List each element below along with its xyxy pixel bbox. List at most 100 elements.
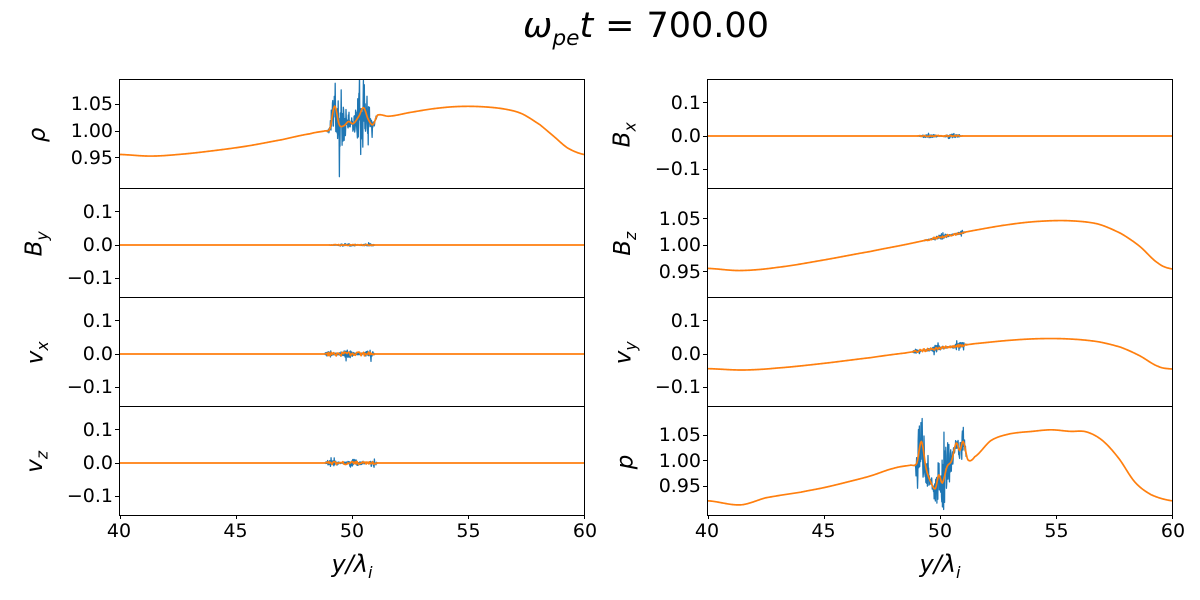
y-tick-label: 0.1: [82, 200, 113, 223]
y-axis-label-p: p: [611, 454, 638, 469]
y-tick-mark: [703, 353, 707, 355]
y-tick-mark: [115, 353, 119, 355]
x-tick-mark: [235, 515, 237, 519]
y-tick-mark: [115, 429, 119, 431]
omega-symbol: ω: [523, 6, 553, 46]
y-tick-label: 0.1: [82, 418, 113, 441]
x-tick-label: 45: [223, 520, 248, 542]
x-tick-label: 40: [694, 520, 720, 542]
plot-canvas-vx: [120, 298, 584, 406]
x-tick-mark: [351, 515, 353, 519]
y-axis-label-subscript: x: [620, 121, 640, 132]
plot-canvas-p: [708, 407, 1172, 515]
y-tick-mark: [115, 157, 119, 159]
y-tick-label: 0.0: [82, 234, 113, 256]
x-tick-label: 55: [456, 520, 481, 542]
x-axis-label-part: i: [955, 562, 961, 582]
y-tick-mark: [703, 460, 707, 462]
x-tick-label: 60: [572, 520, 598, 542]
y-tick-label: −0.1: [654, 158, 701, 181]
y-tick-label: 0.0: [670, 343, 701, 365]
y-tick-mark: [703, 135, 707, 137]
y-tick-label: 0.0: [82, 452, 113, 474]
y-tick-label: 0.0: [82, 343, 113, 365]
y-tick-label: 1.05: [658, 424, 701, 447]
panel-p: 1.05 1.00 0.95 p: [612, 406, 1173, 519]
x-tick-mark: [939, 515, 941, 519]
y-tick-mark: [703, 244, 707, 246]
panel-By: 0.1 0.0 −0.1 By: [22, 188, 585, 298]
y-tick-label: −0.1: [66, 485, 113, 508]
y-axis-label-box-vx: vx: [20, 298, 54, 407]
panel-Bx: 0.1 0.0 −0.1 Bx: [610, 79, 1173, 189]
y-tick-label: 0.95: [658, 260, 701, 283]
equals-sign: =: [605, 6, 635, 46]
x-axis-label-part: y: [919, 550, 934, 578]
y-axis-label-box-vy: vy: [608, 298, 642, 407]
time-value: 700.00: [646, 6, 769, 46]
y-axis-label-vx: vx: [22, 341, 52, 364]
x-axis-label: y/λi: [282, 550, 422, 582]
y-tick-mark: [703, 485, 707, 487]
y-tick-label: 1.00: [658, 449, 701, 472]
y-axis-label-box-vz: vz: [20, 407, 54, 516]
y-tick-label: 0.1: [670, 309, 701, 332]
x-tick-mark: [119, 515, 121, 519]
y-axis-label-vy: vy: [610, 341, 640, 364]
plot-canvas-Bz: [708, 189, 1172, 297]
x-axis-label: y/λi: [870, 550, 1010, 582]
x-axis-label-part: y: [331, 550, 346, 578]
y-axis-label-subscript: x: [32, 341, 52, 351]
y-tick-mark: [703, 102, 707, 104]
y-axis-label-subscript: z: [620, 231, 640, 240]
panel-vz: 0.1 0.0 −0.1 vz: [22, 406, 585, 519]
x-axis-label-part: /: [345, 550, 354, 578]
y-tick-mark: [115, 130, 119, 132]
y-tick-mark: [703, 386, 707, 389]
x-axis-label-part: λ: [941, 550, 956, 578]
x-tick-mark: [1055, 515, 1057, 519]
x-tick-label: 40: [106, 520, 132, 542]
y-tick-mark: [115, 103, 119, 106]
plot-canvas-vy: [708, 298, 1172, 406]
x-tick-mark: [583, 515, 585, 519]
y-tick-mark: [703, 271, 707, 273]
y-axis-label-box-p: p: [608, 407, 642, 516]
panel-vx: 0.1 0.0 −0.1 vx: [22, 297, 585, 407]
y-tick-label: 0.95: [70, 146, 113, 169]
y-tick-mark: [703, 320, 707, 322]
panel-Bz: 1.05 1.00 0.95 Bz: [610, 188, 1173, 298]
x-axis-label-part: /: [933, 550, 942, 578]
panel-rho: 1.05 1.00 0.95 ρ: [24, 79, 585, 189]
y-tick-label: 1.05: [658, 207, 701, 230]
panel-vy: 0.1 0.0 −0.1 vy: [610, 297, 1173, 407]
y-tick-label: 1.05: [70, 93, 113, 116]
x-tick-label: 55: [1044, 520, 1069, 542]
y-tick-label: 0.95: [658, 475, 701, 498]
x-axis-label-part: λ: [353, 550, 368, 578]
omega-subscript: pe: [552, 26, 580, 51]
y-tick-mark: [703, 168, 707, 171]
x-tick-mark: [1171, 515, 1173, 519]
y-axis-label-Bx: Bx: [610, 121, 640, 148]
y-tick-mark: [115, 320, 119, 322]
y-tick-mark: [115, 462, 119, 464]
y-tick-label: 0.1: [82, 309, 113, 332]
y-tick-mark: [703, 434, 707, 437]
time-variable: t: [579, 6, 594, 46]
y-axis-label-box-rho: ρ: [20, 80, 54, 189]
x-axis-label-part: i: [367, 562, 373, 582]
plot-canvas-Bx: [708, 80, 1172, 188]
y-tick-mark: [703, 218, 707, 220]
x-tick-label: 50: [927, 520, 953, 542]
y-axis-label-rho: ρ: [23, 127, 50, 142]
y-tick-mark: [115, 277, 119, 280]
y-axis-label-Bz: Bz: [610, 231, 640, 256]
y-axis-label-By: By: [22, 230, 52, 257]
plot-canvas-rho: [120, 80, 584, 188]
y-tick-mark: [115, 244, 119, 246]
y-tick-label: 0.0: [670, 125, 701, 147]
plot-canvas-By: [120, 189, 584, 297]
y-tick-label: 1.00: [658, 234, 701, 257]
y-tick-mark: [115, 211, 119, 213]
